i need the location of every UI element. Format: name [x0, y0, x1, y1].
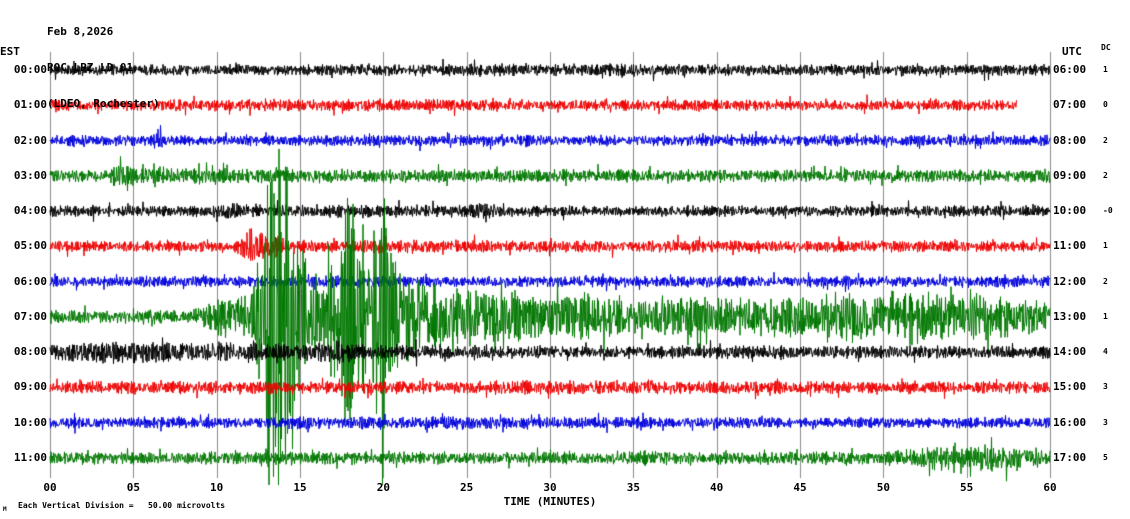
- row-time-label-right: 12:00: [1053, 274, 1087, 288]
- dc-axis-label: DC: [1101, 43, 1111, 52]
- row-time-label-right: 15:00: [1053, 380, 1087, 394]
- x-tick-label: 00: [43, 481, 57, 494]
- x-tick-label: 45: [793, 481, 807, 494]
- row-time-label-left: 01:00: [13, 98, 47, 112]
- x-tick-label: 50: [876, 481, 890, 494]
- row-time-label-left: 07:00: [13, 309, 47, 323]
- row-dc-value: 0: [1103, 100, 1108, 110]
- row-time-label-right: 08:00: [1053, 133, 1087, 147]
- x-tick-label: 25: [460, 481, 474, 494]
- row-dc-value: -0: [1103, 206, 1113, 216]
- x-tick-label: 55: [960, 481, 974, 494]
- x-tick-label: 20: [376, 481, 390, 494]
- x-tick-label: 30: [543, 481, 557, 494]
- x-tick-label: 35: [626, 481, 640, 494]
- x-tick-label: 15: [293, 481, 307, 494]
- row-time-label-left: 03:00: [13, 168, 47, 182]
- row-time-label-left: 11:00: [13, 451, 47, 464]
- x-tick-label: 10: [210, 481, 224, 494]
- row-time-label-right: 09:00: [1053, 168, 1087, 182]
- scale-note: Each Vertical Division = 50.00 microvolt…: [18, 501, 226, 510]
- row-time-label-right: 11:00: [1053, 239, 1087, 253]
- row-time-label-left: 09:00: [13, 380, 47, 394]
- est-axis-label: EST: [0, 45, 20, 58]
- row-dc-value: 2: [1103, 170, 1108, 180]
- utc-axis-label: UTC: [1062, 45, 1082, 58]
- x-tick-label: 40: [710, 481, 724, 494]
- row-dc-value: 1: [1103, 65, 1108, 74]
- row-time-label-left: 05:00: [13, 239, 47, 253]
- row-dc-value: 4: [1103, 347, 1108, 357]
- row-time-label-left: 04:00: [13, 204, 47, 218]
- row-time-label-right: 10:00: [1053, 204, 1087, 218]
- row-time-label-left: 08:00: [13, 345, 47, 359]
- x-tick-label: 60: [1043, 481, 1057, 494]
- row-dc-value: 1: [1103, 241, 1108, 251]
- row-dc-value: 1: [1103, 311, 1108, 321]
- row-time-label-left: 00:00: [13, 63, 47, 76]
- row-time-label-left: 06:00: [13, 274, 47, 288]
- network-name: (LDEO, Rochester): [47, 97, 160, 110]
- row-time-label-right: 16:00: [1053, 415, 1087, 429]
- row-time-label-left: 10:00: [13, 415, 47, 429]
- row-dc-value: 5: [1103, 453, 1108, 462]
- x-tick-label: 05: [126, 481, 140, 494]
- row-dc-value: 3: [1103, 382, 1108, 392]
- row-time-label-left: 02:00: [13, 133, 47, 147]
- row-dc-value: 2: [1103, 135, 1108, 145]
- row-dc-value: 3: [1103, 417, 1108, 427]
- corner-glyph: M: [3, 506, 7, 513]
- station-id: ROC LPZ LD 01: [47, 61, 134, 74]
- row-dc-value: 2: [1103, 276, 1108, 286]
- header-date: Feb 8,2026: [47, 25, 114, 38]
- row-time-label-right: 17:00: [1053, 451, 1087, 464]
- plot-header: Feb 8,2026 ROC LPZ LD 01 (LDEO, Rocheste…: [47, 2, 160, 134]
- row-time-label-right: 14:00: [1053, 345, 1087, 359]
- x-axis-title: TIME (MINUTES): [503, 495, 597, 508]
- row-time-label-right: 07:00: [1053, 98, 1087, 112]
- row-time-label-right: 13:00: [1053, 309, 1087, 323]
- row-time-label-right: 06:00: [1053, 63, 1087, 76]
